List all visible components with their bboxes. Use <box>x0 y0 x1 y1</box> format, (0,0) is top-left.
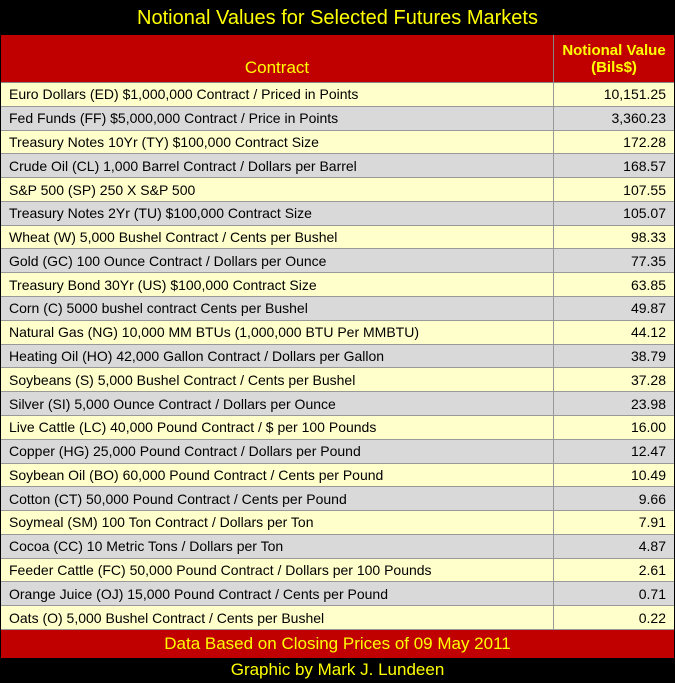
value-cell: 16.00 <box>630 419 666 436</box>
value-cell: 3,360.23 <box>611 110 667 127</box>
table-row: Cotton (CT) 50,000 Pound Contract / Cent… <box>1 487 674 512</box>
value-cell: 0.71 <box>638 585 666 602</box>
table-row: S&P 500 (SP) 250 X S&P 500 107.55 <box>1 178 674 202</box>
footer-note: Data Based on Closing Prices of 09 May 2… <box>1 630 674 658</box>
contract-cell: Soybeans (S) 5,000 Bushel Contract / Cen… <box>1 368 554 392</box>
contract-cell: Copper (HG) 25,000 Pound Contract / Doll… <box>1 439 554 463</box>
table-body: Euro Dollars (ED) $1,000,000 Contract / … <box>1 83 674 630</box>
contract-cell: Silver (SI) 5,000 Ounce Contract / Dolla… <box>1 392 554 415</box>
table-row: Silver (SI) 5,000 Ounce Contract / Dolla… <box>1 392 674 416</box>
value-cell: 63.85 <box>630 276 666 293</box>
table-row: Heating Oil (HO) 42,000 Gallon Contract … <box>1 344 674 369</box>
table-row: Oats (O) 5,000 Bushel Contract / Cents p… <box>1 606 674 630</box>
table-row: Treasury Notes 10Yr (TY) $100,000 Contra… <box>1 130 674 155</box>
table-row: Soymeal (SM) 100 Ton Contract / Dollars … <box>1 511 674 535</box>
table-row: Crude Oil (CL) 1,000 Barrel Contract / D… <box>1 154 674 179</box>
contract-cell: Live Cattle (LC) 40,000 Pound Contract /… <box>1 415 554 439</box>
contract-cell: Soymeal (SM) 100 Ton Contract / Dollars … <box>1 511 554 534</box>
contract-cell: Feeder Cattle (FC) 50,000 Pound Contract… <box>1 558 554 582</box>
table-row: Fed Funds (FF) $5,000,000 Contract / Pri… <box>1 106 674 131</box>
table-row: Treasury Bond 30Yr (US) $100,000 Contrac… <box>1 273 674 298</box>
title: Notional Values for Selected Futures Mar… <box>1 1 674 35</box>
table-row: Cocoa (CC) 10 Metric Tons / Dollars per … <box>1 534 674 559</box>
table-row: Wheat (W) 5,000 Bushel Contract / Cents … <box>1 225 674 250</box>
contract-cell: Cotton (CT) 50,000 Pound Contract / Cent… <box>1 487 554 511</box>
value-cell: 37.28 <box>630 371 666 388</box>
contract-cell: Treasury Notes 10Yr (TY) $100,000 Contra… <box>1 130 554 154</box>
contract-cell: Natural Gas (NG) 10,000 MM BTUs (1,000,0… <box>1 320 554 344</box>
value-cell: 44.12 <box>630 324 666 341</box>
contract-cell: Heating Oil (HO) 42,000 Gallon Contract … <box>1 344 554 368</box>
value-cell: 9.66 <box>638 490 666 507</box>
contract-cell: Oats (O) 5,000 Bushel Contract / Cents p… <box>1 606 554 629</box>
contract-cell: Cocoa (CC) 10 Metric Tons / Dollars per … <box>1 534 554 558</box>
table-row: Orange Juice (OJ) 15,000 Pound Contract … <box>1 582 674 607</box>
contract-cell: Orange Juice (OJ) 15,000 Pound Contract … <box>1 582 554 606</box>
contract-cell: Crude Oil (CL) 1,000 Barrel Contract / D… <box>1 154 554 178</box>
value-cell: 168.57 <box>623 157 666 174</box>
contract-cell: Wheat (W) 5,000 Bushel Contract / Cents … <box>1 225 554 249</box>
credit: Graphic by Mark J. Lundeen <box>1 658 674 682</box>
value-cell: 4.87 <box>638 538 666 555</box>
contract-cell: Soybean Oil (BO) 60,000 Pound Contract /… <box>1 463 554 487</box>
contract-cell: Treasury Notes 2Yr (TU) $100,000 Contrac… <box>1 201 554 225</box>
contract-cell: Corn (C) 5000 bushel contract Cents per … <box>1 297 554 320</box>
column-header: Contract <box>1 35 554 82</box>
value-cell: 49.87 <box>630 300 666 317</box>
table-row: Copper (HG) 25,000 Pound Contract / Doll… <box>1 439 674 464</box>
table-row: Natural Gas (NG) 10,000 MM BTUs (1,000,0… <box>1 320 674 345</box>
contract-cell: Euro Dollars (ED) $1,000,000 Contract / … <box>1 83 554 106</box>
table-row: Corn (C) 5000 bushel contract Cents per … <box>1 297 674 321</box>
value-cell: 2.61 <box>638 562 666 579</box>
value-cell: 23.98 <box>630 395 666 412</box>
contract-cell: Fed Funds (FF) $5,000,000 Contract / Pri… <box>1 106 554 130</box>
table-row: Feeder Cattle (FC) 50,000 Pound Contract… <box>1 558 674 583</box>
value-cell: 98.33 <box>630 229 666 246</box>
value-cell: 10.49 <box>630 466 666 483</box>
table-row: Treasury Notes 2Yr (TU) $100,000 Contrac… <box>1 201 674 226</box>
table-row: Gold (GC) 100 Ounce Contract / Dollars p… <box>1 249 674 274</box>
table-row: Soybeans (S) 5,000 Bushel Contract / Cen… <box>1 368 674 393</box>
contract-cell: Gold (GC) 100 Ounce Contract / Dollars p… <box>1 249 554 273</box>
contract-cell: Treasury Bond 30Yr (US) $100,000 Contrac… <box>1 273 554 297</box>
value-cell: 105.07 <box>623 205 666 222</box>
table-row: Live Cattle (LC) 40,000 Pound Contract /… <box>1 415 674 440</box>
value-cell: 12.47 <box>630 443 666 460</box>
column-header: Notional Value (Bils$) <box>562 41 666 76</box>
value-cell: 172.28 <box>623 133 666 150</box>
value-cell: 7.91 <box>638 514 666 531</box>
value-cell: 38.79 <box>630 347 666 364</box>
table-row: Soybean Oil (BO) 60,000 Pound Contract /… <box>1 463 674 488</box>
table-row: Euro Dollars (ED) $1,000,000 Contract / … <box>1 83 674 107</box>
header-row: Contract Notional Value (Bils$) <box>1 35 674 83</box>
value-cell: 77.35 <box>630 252 666 269</box>
value-cell: 107.55 <box>623 181 666 198</box>
value-cell: 0.22 <box>638 609 666 626</box>
value-cell: 10,151.25 <box>603 86 666 103</box>
contract-cell: S&P 500 (SP) 250 X S&P 500 <box>1 178 554 201</box>
